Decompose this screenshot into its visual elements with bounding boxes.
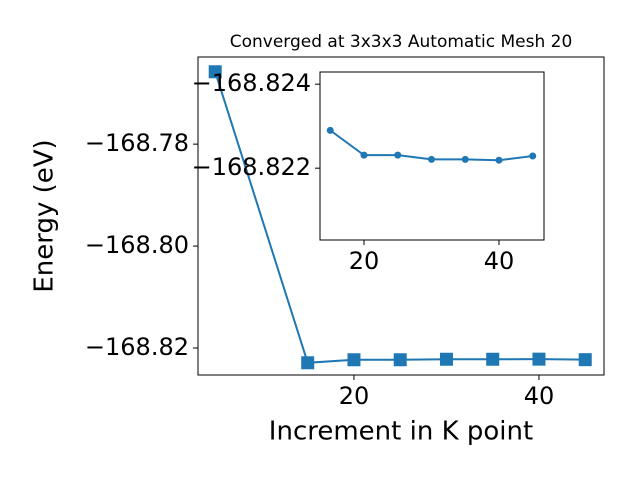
- x-tick-label: 20: [349, 247, 380, 275]
- marker: [347, 353, 361, 367]
- y-tick-label: −168.80: [85, 231, 189, 259]
- y-tick-label: −168.822: [192, 153, 311, 181]
- marker: [495, 156, 503, 164]
- marker: [578, 353, 592, 367]
- marker: [486, 352, 500, 366]
- x-tick-label: 20: [339, 382, 370, 410]
- marker: [461, 155, 469, 163]
- x-axis-label: Increment in K point: [269, 417, 533, 447]
- marker: [208, 65, 222, 79]
- marker: [427, 155, 435, 163]
- y-tick-label: −168.82: [85, 333, 189, 361]
- x-tick-label: 40: [524, 382, 555, 410]
- marker: [301, 356, 315, 370]
- marker: [393, 353, 407, 367]
- marker: [439, 352, 453, 366]
- marker: [394, 151, 402, 159]
- marker: [326, 126, 334, 134]
- y-tick-label: −168.824: [192, 69, 311, 97]
- chart-title: Converged at 3x3x3 Automatic Mesh 20: [230, 32, 573, 52]
- line: [214, 71, 586, 364]
- y-axis-label: Energy (eV): [30, 139, 60, 292]
- x-tick-label: 40: [484, 247, 515, 275]
- marker: [529, 152, 537, 160]
- marker: [532, 352, 546, 366]
- marker: [360, 151, 368, 159]
- y-tick-label: −168.78: [85, 129, 189, 157]
